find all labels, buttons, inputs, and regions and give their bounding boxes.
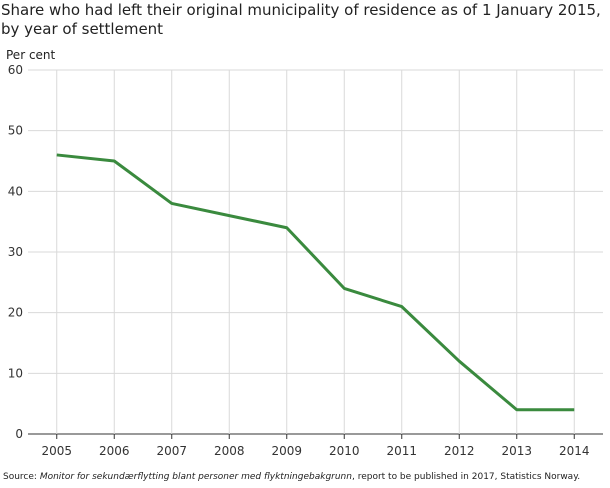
y-tick-label: 0	[15, 427, 23, 441]
x-tick-label: 2013	[501, 444, 532, 458]
x-tick-label: 2012	[444, 444, 475, 458]
x-tick-label: 2007	[156, 444, 187, 458]
y-tick-label: 40	[8, 184, 23, 198]
series-line	[56, 153, 575, 412]
x-tick-label: 2006	[99, 444, 130, 458]
source-suffix: , report to be published in 2017, Statis…	[351, 472, 581, 482]
source-title: Monitor for sekundærflytting blant perso…	[39, 472, 352, 482]
x-tick-label: 2011	[386, 444, 417, 458]
source-prefix: Source:	[3, 472, 40, 482]
y-tick-label: 50	[8, 124, 23, 138]
x-tick-label: 2014	[559, 444, 590, 458]
source-note: Source: Monitor for sekundærflytting bla…	[3, 472, 580, 482]
y-tick-label: 60	[8, 63, 23, 77]
y-tick-label: 30	[8, 245, 23, 259]
y-tick-label: 10	[8, 366, 23, 380]
chart-title: Share who had left their original munici…	[1, 1, 601, 38]
y-axis-label: Per cent	[6, 48, 56, 62]
x-tick-label: 2005	[41, 444, 72, 458]
y-tick-label: 20	[8, 306, 23, 320]
x-tick-label: 2008	[214, 444, 245, 458]
x-tick-label: 2009	[271, 444, 302, 458]
x-tick-label: 2010	[329, 444, 360, 458]
